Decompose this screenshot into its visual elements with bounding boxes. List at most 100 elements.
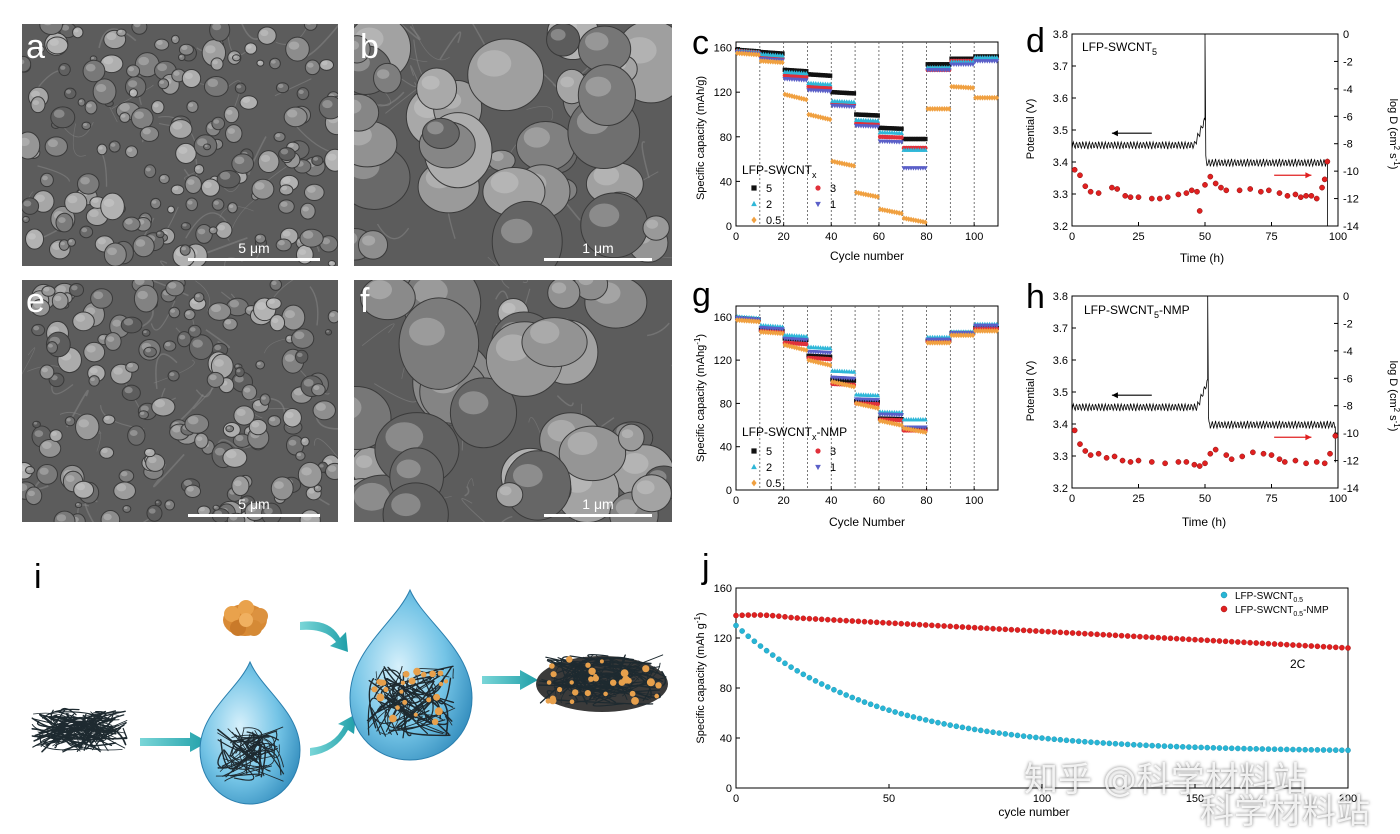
chart-j-point-swcnt	[1265, 746, 1272, 752]
chart-c-point-5	[944, 62, 949, 67]
chart-j-point-nmp	[1161, 635, 1168, 641]
chart-j-point-swcnt	[763, 647, 770, 654]
chart-g-point-0.5	[839, 381, 845, 387]
chart-h-y2tick-label: -8	[1343, 401, 1353, 413]
chart-h-xtick-label: 50	[1199, 493, 1211, 505]
chart-g-point-0.5	[734, 317, 740, 323]
scale-bar-b	[544, 258, 652, 261]
chart-h-ytick-label: 3.7	[1053, 323, 1068, 335]
chart-g-point-0.5	[751, 318, 757, 325]
chart-j-point-nmp	[812, 616, 819, 622]
sem-texture-e	[22, 280, 338, 522]
chart-j-point-swcnt	[1186, 744, 1192, 750]
chart-j-point-swcnt	[1345, 747, 1351, 754]
chart-j-point-nmp	[1039, 628, 1045, 635]
chart-d-ytick-label: 3.8	[1053, 29, 1068, 41]
chart-d-xtick-label: 25	[1132, 231, 1144, 243]
chart-h-ytick-label: 3.8	[1053, 291, 1068, 303]
chart-g-point-0.5	[873, 404, 878, 411]
sem-image-a	[22, 24, 338, 266]
chart-c-point-5	[870, 113, 876, 118]
chart-j-point-swcnt	[1161, 743, 1168, 749]
chart-g-y-label: Specific capacity (mAhg-1)	[693, 334, 707, 462]
chart-c-point-0.5	[880, 206, 885, 213]
chart-j-point-nmp	[1088, 631, 1094, 637]
chart-g-point-1	[994, 323, 1000, 329]
chart-c-point-2	[851, 99, 857, 104]
chart-c-point-5	[970, 56, 976, 61]
chart-c-point-5	[851, 91, 857, 96]
chart-j-point-swcnt	[904, 712, 911, 719]
chart-h-y2tick-label: -4	[1343, 346, 1353, 358]
chart-h-logd-point	[1250, 449, 1256, 456]
chart-j-y-label: Specific capacity (mAh g-1)	[693, 612, 707, 743]
chart-g-rate-capability-nmp: 0 20 40 60 80 100 0 40 80 120 160 5 3 2 1 0.5 Cycle Num…	[693, 305, 1000, 529]
chart-c-point-0.5	[994, 94, 1000, 101]
chart-j-point-swcnt	[1173, 743, 1180, 750]
sem-texture-a	[22, 24, 338, 266]
chart-j-point-swcnt	[880, 705, 886, 712]
chart-j-point-nmp	[1045, 628, 1051, 635]
chart-j-point-swcnt	[1290, 746, 1296, 753]
chart-g-point-1	[922, 425, 928, 430]
chart-j-cycling: 0 50 100 150 200 0 40 80 120 160 cycle number Spe…	[693, 583, 1357, 819]
chart-c-point-5	[827, 73, 833, 78]
chart-c-point-3	[827, 85, 833, 91]
chart-g-point-3	[804, 341, 809, 347]
chart-c-point-0.5	[930, 106, 935, 112]
chart-g-point-0.5	[994, 328, 1000, 334]
chart-j-point-nmp	[806, 615, 813, 622]
chart-c-point-0.5	[832, 158, 838, 165]
chart-j-point-swcnt	[910, 714, 917, 720]
chart-j-point-swcnt	[812, 678, 819, 684]
chart-c-point-5	[916, 136, 921, 142]
chart-c-point-0.5	[982, 94, 988, 101]
chart-g-ytick-label: 40	[720, 442, 732, 454]
chart-d-voltage-curve	[1071, 33, 1328, 226]
chart-g-point-0.5	[815, 359, 821, 366]
chart-d-plot-area: 0 25 50 75 100 3.2 3.3 3.4 3.5 3.6 3.7 3.8 -14 -12 -10…	[1053, 29, 1359, 243]
chart-c-point-5	[911, 136, 916, 142]
chart-j-point-nmp	[1179, 636, 1186, 642]
chart-c-point-5	[932, 62, 938, 67]
chart-j-point-nmp	[1192, 636, 1198, 643]
chart-j-point-swcnt	[1320, 747, 1327, 753]
chart-h-arrow-left-icon	[1111, 392, 1118, 399]
chart-g-legend-marker	[815, 464, 821, 471]
chart-j-point-nmp	[1014, 627, 1021, 633]
chart-c-point-5	[823, 73, 828, 78]
chart-j-annotation: 2C	[1290, 657, 1306, 671]
chart-h-logd-point	[1119, 457, 1126, 464]
arrow-icon-3	[310, 714, 356, 756]
chart-g-xtick-label: 20	[778, 495, 790, 507]
chart-j-point-nmp	[1167, 635, 1174, 642]
chart-c-point-5	[837, 90, 842, 95]
chart-j-ytick-label: 80	[720, 683, 732, 695]
chart-j-point-swcnt	[1222, 745, 1229, 751]
chart-j-point-swcnt	[1112, 740, 1119, 747]
chart-c-point-5	[877, 125, 883, 131]
chart-d-arrow-left-icon	[1111, 130, 1118, 137]
chart-j-point-swcnt	[1026, 733, 1033, 740]
chart-c-point-0.5	[977, 94, 983, 101]
chart-c-point-0.5	[946, 106, 952, 112]
chart-c-point-5	[927, 62, 933, 67]
chart-j-point-nmp	[861, 618, 868, 625]
panel-label-d: d	[1026, 22, 1045, 60]
chart-c-point-5	[906, 136, 911, 142]
chart-c-point-5	[808, 72, 814, 77]
chart-g-point-0.5	[946, 339, 952, 346]
chart-c-point-5	[889, 126, 895, 131]
chart-j-point-swcnt	[843, 692, 849, 698]
chart-j-point-swcnt	[1314, 747, 1321, 753]
chart-h-logd-point	[1175, 459, 1182, 465]
chart-c-point-5	[858, 112, 864, 117]
chart-j-point-swcnt	[1143, 742, 1149, 749]
chart-c-point-0.5	[961, 84, 966, 91]
chart-d-xtick-label: 75	[1265, 231, 1277, 243]
chart-h-y2tick-label: -6	[1343, 373, 1353, 385]
chart-j-point-swcnt	[849, 694, 856, 701]
chart-d-ytick-label: 3.7	[1053, 61, 1068, 73]
chart-j-point-nmp	[1326, 644, 1333, 650]
chart-j-legend-marker-2	[1220, 605, 1228, 613]
